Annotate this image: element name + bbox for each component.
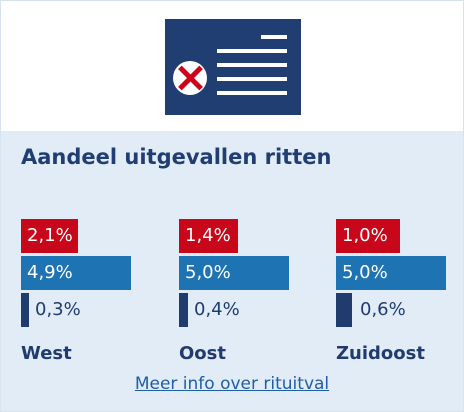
bar-navy-row: 0,6% (336, 293, 464, 329)
bar-red: 1,4% (179, 219, 238, 253)
bar-red-label: 2,1% (27, 225, 73, 246)
bar-blue: 4,9% (21, 256, 131, 290)
cross-icon (173, 61, 207, 95)
bar-navy (179, 293, 188, 327)
bar-blue: 5,0% (179, 256, 289, 290)
bar-red-label: 1,4% (185, 225, 231, 246)
card-title: Aandeel uitgevallen ritten (21, 145, 332, 169)
region-label-oost: Oost (179, 343, 226, 364)
more-info-link[interactable]: Meer info over rituitval (134, 374, 330, 394)
bar-red: 2,1% (21, 219, 78, 253)
bar-navy-row: 0,4% (179, 293, 319, 329)
bar-blue-label: 5,0% (342, 262, 388, 283)
region-oost: 1,4% 5,0% 0,4% (179, 219, 319, 329)
region-label-zuidoost: Zuidoost (336, 343, 425, 364)
content-panel: Aandeel uitgevallen ritten 2,1% 4,9% 0,3… (1, 131, 463, 411)
bar-red: 1,0% (336, 219, 400, 253)
card-header (1, 1, 463, 131)
bar-navy (21, 293, 29, 327)
bar-blue-label: 5,0% (185, 262, 231, 283)
bar-navy-label: 0,6% (360, 299, 406, 320)
bar-navy (336, 293, 352, 327)
bar-navy-label: 0,3% (35, 299, 81, 320)
region-zuidoost: 1,0% 5,0% 0,6% (336, 219, 464, 329)
bar-navy-row: 0,3% (21, 293, 161, 329)
bar-red-label: 1,0% (342, 225, 388, 246)
bar-navy-label: 0,4% (194, 299, 240, 320)
region-label-west: West (21, 343, 72, 364)
bar-blue-label: 4,9% (27, 262, 73, 283)
bar-blue: 5,0% (336, 256, 446, 290)
region-west: 2,1% 4,9% 0,3% (21, 219, 161, 329)
